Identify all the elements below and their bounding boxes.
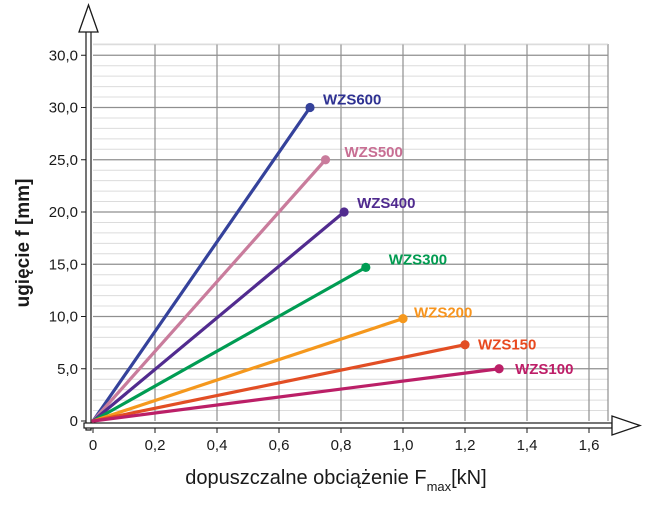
axes [78,3,643,436]
x-tick-label: 1,0 [393,437,414,454]
x-tick-label: 1,4 [517,437,538,454]
x-axis-shaft [83,422,613,429]
series-label-WZS150: WZS150 [478,337,536,354]
series-label-WZS600: WZS600 [323,92,381,109]
x-tick-label: 1,6 [579,437,600,454]
series-endpoint-WZS100 [494,364,504,374]
series-label-WZS300: WZS300 [389,251,447,268]
series-line-WZS300 [91,265,368,423]
y-tick-label: 25,0 [49,152,78,169]
series-endpoint-WZS600 [305,102,315,113]
series-line-WZS150 [91,343,467,423]
series-endpoint-WZS200 [398,313,408,324]
series-line-WZS400 [91,210,346,423]
y-axis-title: ugięcie f [mm] [13,179,34,308]
x-tick-label: 0,6 [269,437,290,454]
series-endpoint-WZS150 [460,340,470,350]
x-tick-label: 0,4 [207,437,228,454]
y-axis-shaft [85,29,92,431]
y-tick-label: 30,0 [49,100,78,117]
series: WZS600 WZS500 WZS400 WZS300 WZS200 WZS150 WZS1… [91,92,573,423]
x-axis-arrow-icon [611,415,643,436]
series-endpoint-WZS400 [339,207,349,217]
tick-labels: 0 0,2 0,4 0,6 0,8 1,0 1,2 1,4 1,6 0 5,0 10,0 15,0 20,… [49,47,600,454]
y-tick-label: 5,0 [57,361,78,378]
axis-titles: ugięcie f [mm] dopuszczalne obciążenie Fm… [13,179,487,494]
x-tick-label: 1,2 [455,437,476,454]
series-endpoint-WZS300 [361,262,371,272]
series-endpoint-WZS500 [320,155,331,165]
y-axis-arrow-icon [78,3,99,33]
x-tick-label: 0 [89,437,97,454]
series-label-WZS500: WZS500 [345,144,403,161]
x-tick-label: 0,8 [331,437,352,454]
series-label-WZS400: WZS400 [357,195,415,212]
series-label-WZS100: WZS100 [515,361,573,378]
y-tick-label: 0 [70,413,78,430]
y-tick-label: 10,0 [49,309,78,326]
series-line-WZS200 [91,316,405,423]
x-axis-title: dopuszczalne obciążenie Fmax[kN] [185,467,486,494]
series-line-WZS500 [91,158,328,423]
series-label-WZS200: WZS200 [414,305,472,322]
y-tick-label: 20,0 [49,204,78,221]
y-tick-label: 30,0 [49,47,78,64]
series-line-WZS600 [91,105,312,423]
y-tick-label: 15,0 [49,256,78,273]
x-tick-label: 0,2 [145,437,166,454]
series-line-WZS100 [91,367,501,423]
